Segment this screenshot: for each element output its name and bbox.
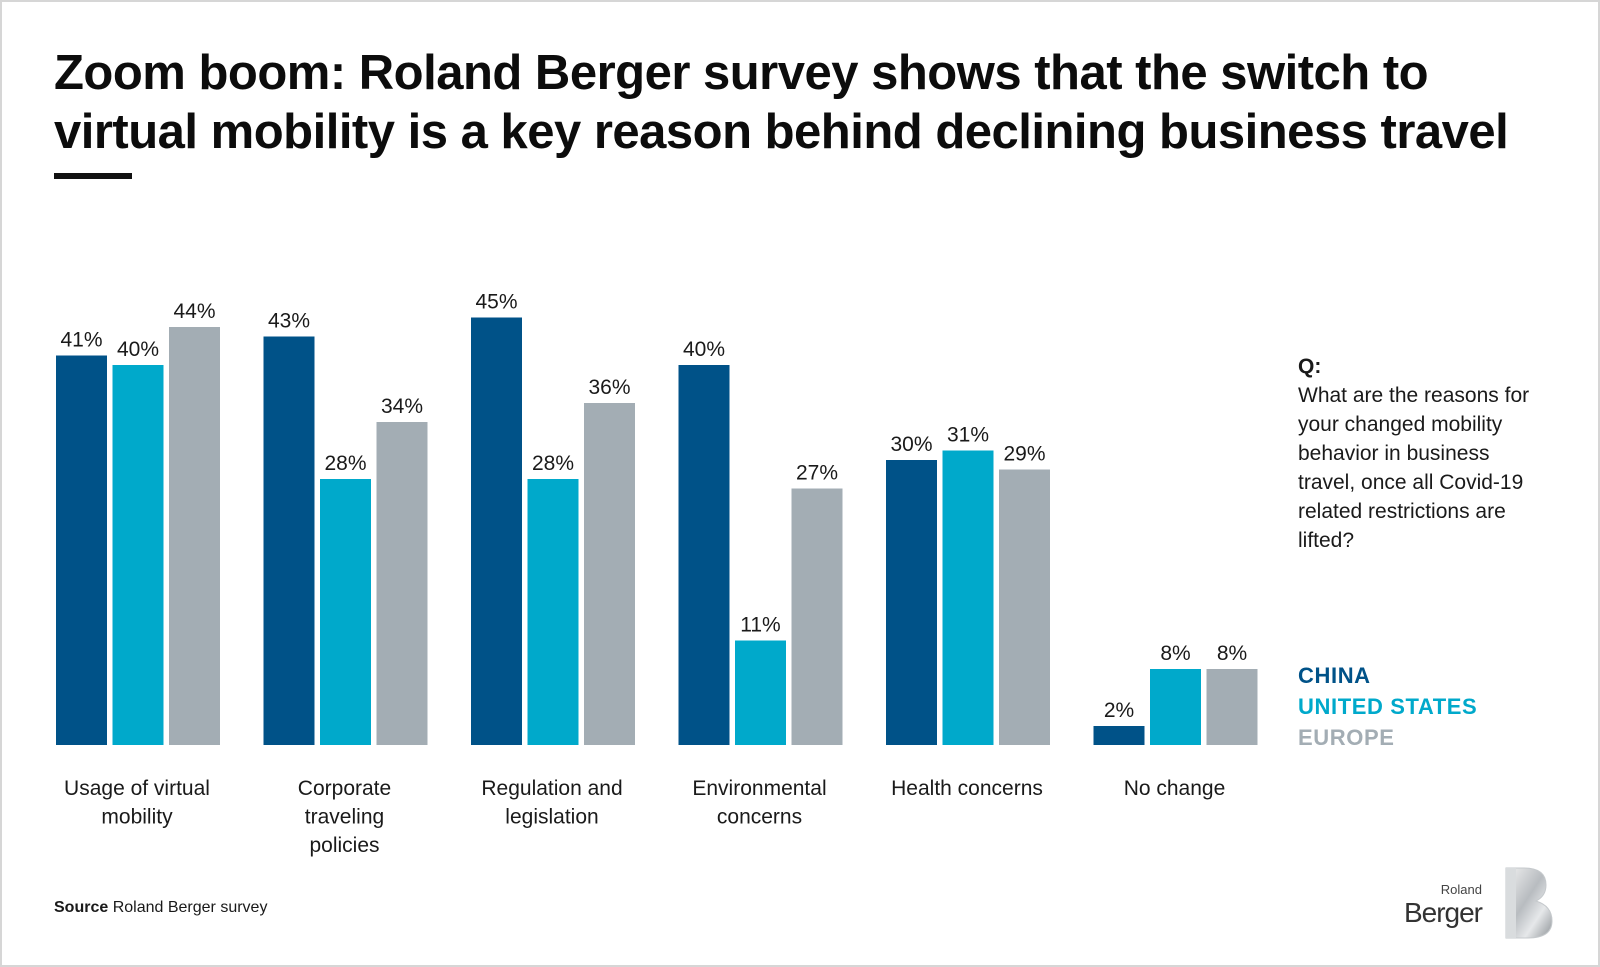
- source-label: Source: [54, 899, 109, 916]
- data-label-europe-3: 27%: [796, 462, 838, 485]
- data-label-europe-4: 29%: [1003, 443, 1045, 466]
- bar-china-2: [471, 317, 522, 745]
- bar-china-1: [263, 336, 315, 745]
- source-note: Source Roland Berger survey: [54, 899, 267, 917]
- bar-china-4: [886, 460, 937, 745]
- category-label-1: policies: [309, 834, 379, 857]
- data-label-europe-1: 34%: [381, 395, 423, 418]
- bar-united-states-5: [1150, 669, 1201, 745]
- category-label-2: Regulation and: [481, 777, 622, 800]
- data-label-china-4: 30%: [890, 433, 932, 456]
- bar-europe-4: [999, 469, 1050, 745]
- roland-berger-b-logo-icon: [1505, 867, 1553, 939]
- legend-entry-europe: EUROPE: [1298, 725, 1395, 750]
- logo-text-roland: Roland: [1440, 882, 1482, 897]
- data-label-europe-5: 8%: [1217, 642, 1247, 665]
- data-label-united-states-1: 28%: [324, 452, 366, 475]
- bar-europe-3: [791, 488, 843, 745]
- data-label-united-states-5: 8%: [1160, 642, 1190, 665]
- data-label-united-states-4: 31%: [947, 424, 989, 447]
- data-label-united-states-3: 11%: [740, 614, 780, 637]
- legend-entry-china: CHINA: [1298, 663, 1371, 688]
- data-label-china-0: 41%: [60, 329, 102, 352]
- data-label-europe-0: 44%: [173, 300, 215, 323]
- category-label-2: legislation: [505, 806, 598, 829]
- source-text: Roland Berger survey: [112, 899, 268, 916]
- category-label-1: traveling: [305, 806, 384, 829]
- question-text: What are the reasons for your changed mo…: [1298, 384, 1530, 552]
- category-label-0: mobility: [101, 806, 173, 829]
- category-label-5: No change: [1124, 777, 1226, 800]
- bar-united-states-0: [112, 365, 164, 745]
- legend: CHINA UNITED STATES EUROPE: [1298, 660, 1477, 753]
- survey-question: Q: What are the reasons for your changed…: [1298, 352, 1548, 555]
- data-label-europe-2: 36%: [588, 376, 630, 399]
- bar-united-states-2: [527, 479, 579, 745]
- bar-europe-5: [1206, 669, 1258, 745]
- category-label-1: Corporate: [298, 777, 391, 800]
- legend-entry-united-states: UNITED STATES: [1298, 694, 1478, 719]
- category-label-3: Environmental: [692, 777, 826, 800]
- category-label-0: Usage of virtual: [64, 777, 210, 800]
- bar-china-5: [1093, 726, 1145, 745]
- bar-china-0: [56, 355, 107, 745]
- data-label-united-states-0: 40%: [117, 338, 159, 361]
- bar-united-states-4: [942, 450, 994, 745]
- data-label-united-states-2: 28%: [532, 452, 574, 475]
- data-label-china-1: 43%: [268, 310, 310, 333]
- bar-europe-0: [169, 327, 220, 745]
- chart-title: Zoom boom: Roland Berger survey shows th…: [54, 46, 1509, 159]
- roland-berger-logo: Roland Berger: [1394, 866, 1554, 944]
- bar-united-states-1: [320, 479, 371, 745]
- bar-china-3: [678, 365, 730, 745]
- data-label-china-5: 2%: [1104, 699, 1134, 722]
- category-label-4: Health concerns: [891, 777, 1043, 800]
- bar-europe-1: [376, 422, 428, 745]
- question-label: Q:: [1298, 355, 1322, 378]
- logo-text-berger: Berger: [1403, 897, 1483, 928]
- title-underline: [54, 173, 132, 179]
- bar-united-states-3: [735, 640, 786, 745]
- category-label-3: concerns: [717, 806, 802, 829]
- data-label-china-2: 45%: [475, 291, 517, 314]
- bar-europe-2: [584, 403, 635, 745]
- data-label-china-3: 40%: [683, 338, 725, 361]
